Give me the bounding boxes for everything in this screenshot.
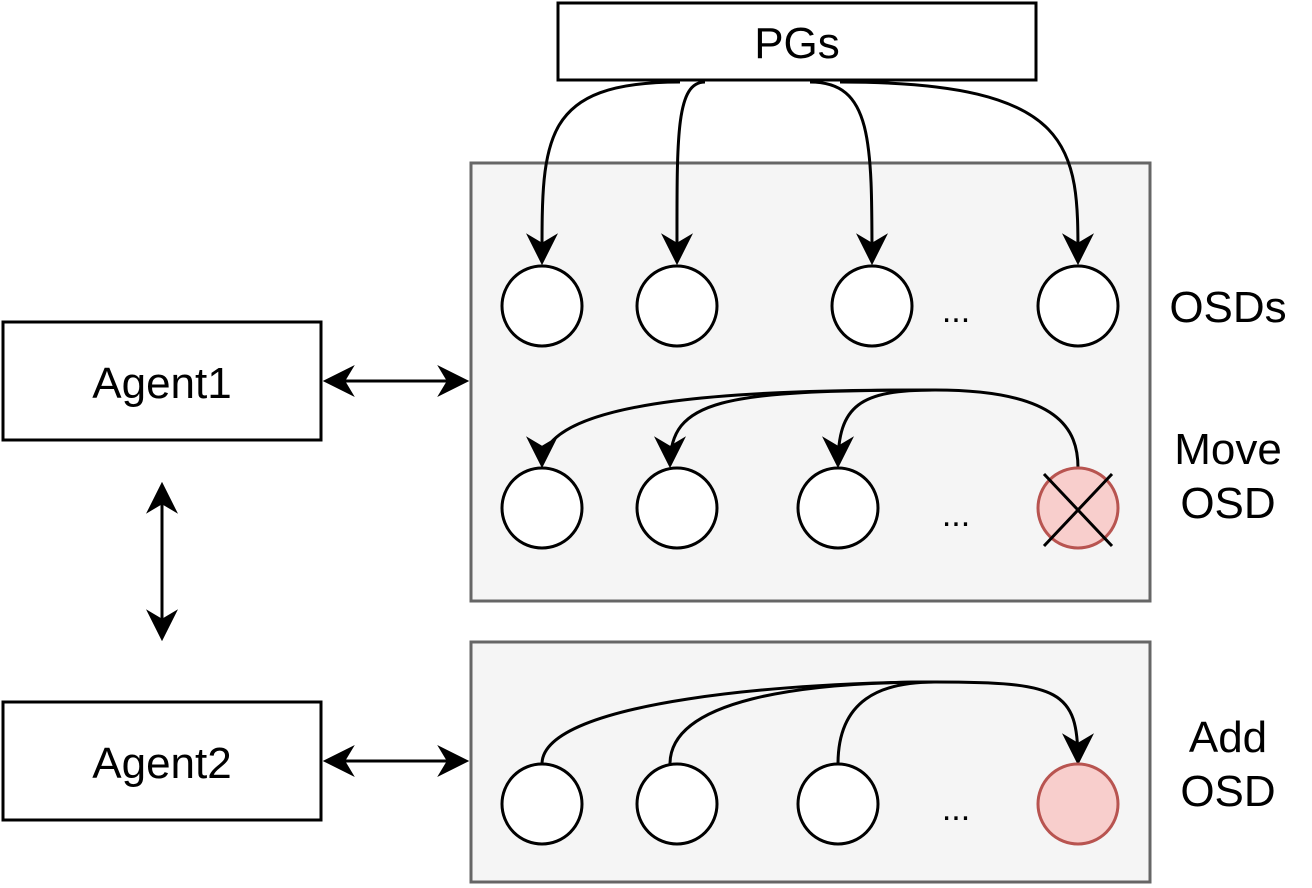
agent2-box: Agent2 — [1, 700, 323, 822]
osd-row-2-ellipsis: ... — [942, 496, 970, 534]
x-cross-icon — [1042, 472, 1114, 548]
osd-panel-bottom — [469, 640, 1152, 884]
pgs-label: PGs — [754, 19, 840, 68]
osd-node — [500, 466, 584, 550]
agent1-box: Agent1 — [1, 320, 323, 442]
pg-arrow-2 — [660, 80, 706, 266]
add-arrow-2 — [668, 680, 936, 765]
pg-mapping-arrows — [525, 80, 1095, 266]
osd-node — [500, 264, 584, 348]
agent2-label: Agent2 — [92, 739, 231, 788]
osd-node — [796, 762, 880, 846]
row-label-move-line2: OSD — [1180, 479, 1275, 528]
removed-osd-node — [1036, 466, 1120, 550]
row-label-move-line1: Move — [1174, 425, 1282, 474]
row-label-add-line2: OSD — [1180, 767, 1275, 816]
osd-row-3 — [500, 762, 880, 846]
agent-arrows — [146, 365, 470, 777]
add-arrow-3 — [836, 680, 936, 765]
move-osd-arrows — [526, 388, 1080, 469]
osd-node — [635, 762, 719, 846]
osd-row-3-ellipsis: ... — [942, 790, 970, 828]
osd-node — [1036, 264, 1120, 348]
osd-node — [635, 466, 719, 550]
osd-row-1-ellipsis: ... — [942, 292, 970, 330]
pgs-box: PGs — [556, 1, 1038, 82]
move-arrow-2 — [654, 388, 936, 469]
row-label-add-line1: Add — [1189, 713, 1267, 762]
pg-arrow-4 — [839, 80, 1095, 266]
move-arrow-3 — [822, 388, 936, 469]
osd-node — [635, 264, 719, 348]
agent1-label: Agent1 — [92, 359, 231, 408]
row-label-osds: OSDs — [1169, 283, 1286, 332]
pg-arrow-1 — [525, 80, 681, 266]
osd-node — [830, 264, 914, 348]
add-osd-arrows — [540, 680, 1094, 766]
osd-row-2 — [500, 466, 880, 550]
osd-row-1 — [500, 264, 1120, 348]
added-osd-node — [1036, 762, 1120, 846]
osd-node — [500, 762, 584, 846]
pg-arrow-3 — [809, 80, 888, 266]
osd-node — [796, 466, 880, 550]
